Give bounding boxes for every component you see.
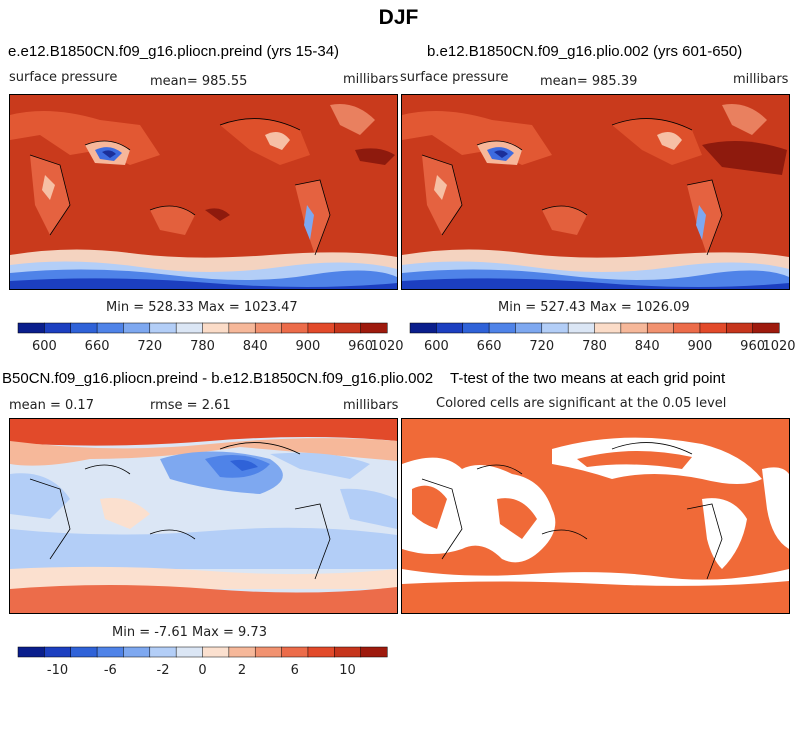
colorbar-swatch bbox=[515, 322, 543, 334]
colorbar-swatch bbox=[254, 322, 283, 334]
panel2-title: b.e12.B1850CN.f09_g16.plio.002 (yrs 601-… bbox=[427, 43, 743, 60]
panel3-title: B50CN.f09_g16.pliocn.preind - b.e12.B185… bbox=[2, 370, 434, 387]
colorbar-swatch bbox=[70, 322, 98, 334]
colorbar-tick-label: 720 bbox=[529, 339, 554, 354]
colorbar-swatch bbox=[281, 646, 309, 658]
panel2-variable: surface pressure bbox=[400, 70, 509, 85]
colorbar-tick-label: 780 bbox=[190, 339, 215, 354]
panel4-subtitle: Colored cells are significant at the 0.0… bbox=[436, 396, 727, 411]
colorbar-swatch bbox=[360, 322, 388, 334]
colorbar-swatch bbox=[673, 322, 701, 334]
panel3-colorbar: -10 -6 -2 0 2 6 10 bbox=[17, 646, 388, 679]
colorbar-swatch bbox=[228, 646, 256, 658]
colorbar-swatch bbox=[96, 646, 124, 658]
panel1-units: millibars bbox=[343, 72, 399, 87]
colorbar-tick-label: 10 bbox=[339, 663, 356, 678]
colorbar-swatch bbox=[44, 322, 72, 334]
colorbar-tick-label: 660 bbox=[477, 339, 502, 354]
panel1-minmax: Min = 528.33 Max = 1023.47 bbox=[106, 300, 298, 315]
colorbar-swatch bbox=[307, 322, 335, 334]
colorbar-tick-label: -10 bbox=[47, 663, 68, 678]
colorbar-tick-label: 720 bbox=[137, 339, 162, 354]
colorbar-tick-label: 840 bbox=[635, 339, 660, 354]
panel3-units: millibars bbox=[343, 398, 399, 413]
colorbar-swatch bbox=[96, 322, 124, 334]
panel1-title: e.e12.B1850CN.f09_g16.pliocn.preind (yrs… bbox=[8, 43, 340, 60]
colorbar-tick-label: 6 bbox=[291, 663, 299, 678]
colorbar-swatch bbox=[44, 646, 72, 658]
colorbar-tick-label: -2 bbox=[157, 663, 170, 678]
colorbar-tick-label: -6 bbox=[104, 663, 117, 678]
panel1-colorbar: 600 660 720 780 840 900 960 1020 bbox=[17, 322, 404, 355]
colorbar-swatch bbox=[202, 322, 230, 334]
colorbar-swatch bbox=[620, 322, 648, 334]
panel3-rmse: rmse = 2.61 bbox=[150, 398, 231, 413]
colorbar-swatch bbox=[70, 646, 98, 658]
panel1-variable: surface pressure bbox=[9, 70, 118, 85]
colorbar-swatch bbox=[17, 646, 45, 658]
panel3-minmax: Min = -7.61 Max = 9.73 bbox=[112, 625, 267, 640]
colorbar-swatch bbox=[202, 646, 230, 658]
colorbar-swatch bbox=[307, 646, 335, 658]
panel2-colorbar: 600 660 720 780 840 900 960 1020 bbox=[409, 322, 796, 355]
colorbar-tick-label: 900 bbox=[295, 339, 320, 354]
colorbar-swatch bbox=[334, 322, 362, 334]
panel4-title: T-test of the two means at each grid poi… bbox=[450, 370, 726, 387]
colorbar-swatch bbox=[488, 322, 516, 334]
colorbar-swatch bbox=[594, 322, 622, 334]
colorbar-tick-label: 780 bbox=[582, 339, 607, 354]
colorbar-swatch bbox=[281, 322, 309, 334]
colorbar-swatch bbox=[567, 322, 596, 334]
colorbar-tick-label: 2 bbox=[238, 663, 246, 678]
colorbar-swatch bbox=[175, 322, 204, 334]
colorbar-swatch bbox=[752, 322, 780, 334]
colorbar-tick-label: 660 bbox=[85, 339, 110, 354]
panel2-mean: mean= 985.39 bbox=[540, 74, 638, 89]
colorbar-swatch bbox=[360, 646, 388, 658]
panel2-map bbox=[401, 94, 790, 290]
colorbar-tick-label: 900 bbox=[687, 339, 712, 354]
panel3-map bbox=[9, 418, 398, 614]
colorbar-swatch bbox=[123, 322, 151, 334]
panel1-map bbox=[9, 94, 398, 290]
panel2-minmax: Min = 527.43 Max = 1026.09 bbox=[498, 300, 690, 315]
colorbar-swatch bbox=[254, 646, 283, 658]
panel2-units: millibars bbox=[733, 72, 789, 87]
colorbar-tick-label: 600 bbox=[424, 339, 449, 354]
colorbar-swatch bbox=[541, 322, 569, 334]
panel1-mean: mean= 985.55 bbox=[150, 74, 248, 89]
colorbar-swatch bbox=[149, 646, 177, 658]
colorbar-swatch bbox=[462, 322, 490, 334]
colorbar-swatch bbox=[436, 322, 464, 334]
colorbar-tick-label: 600 bbox=[32, 339, 57, 354]
panel3-mean: mean = 0.17 bbox=[9, 398, 94, 413]
colorbar-tick-label: 840 bbox=[243, 339, 268, 354]
colorbar-swatch bbox=[123, 646, 151, 658]
colorbar-swatch bbox=[175, 646, 204, 658]
colorbar-swatch bbox=[409, 322, 437, 334]
colorbar-swatch bbox=[699, 322, 727, 334]
colorbar-swatch bbox=[149, 322, 177, 334]
colorbar-tick-label: 960 bbox=[740, 339, 765, 354]
colorbar-tick-label: 0 bbox=[198, 663, 206, 678]
colorbar-tick-label: 960 bbox=[348, 339, 373, 354]
colorbar-tick-label: 1020 bbox=[762, 339, 795, 354]
colorbar-swatch bbox=[726, 322, 754, 334]
colorbar-swatch bbox=[646, 322, 675, 334]
figure-title: DJF bbox=[378, 6, 419, 29]
colorbar-tick-label: 1020 bbox=[370, 339, 403, 354]
colorbar-swatch bbox=[334, 646, 362, 658]
colorbar-swatch bbox=[17, 322, 45, 334]
panel4-map bbox=[401, 418, 790, 614]
colorbar-swatch bbox=[228, 322, 256, 334]
